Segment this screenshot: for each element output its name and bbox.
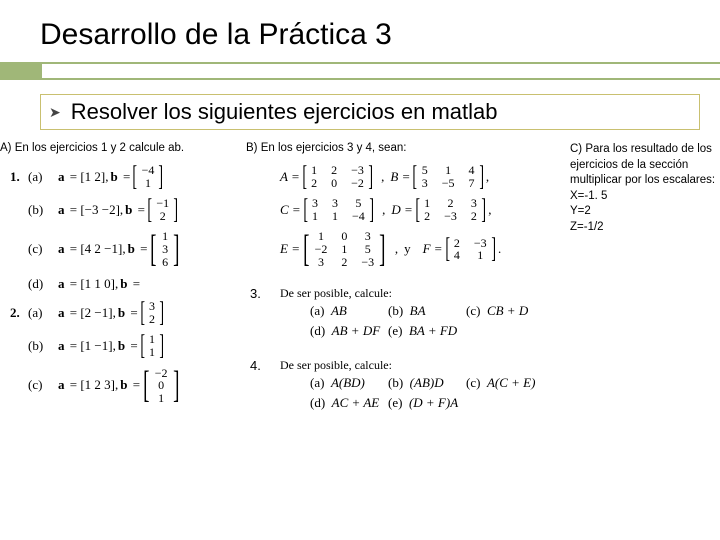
matrix-F-name: F = [423, 241, 443, 257]
ex3-num: 3. [250, 286, 261, 301]
ex4-num: 4. [250, 358, 261, 373]
ex3-items: (a) AB(b) BA(c) CB + D(d) AB + DF(e) BA … [310, 301, 570, 340]
column-a: 1.(a)a = [1 2], b = [−41](b)a = [−3 −2],… [10, 164, 240, 412]
ex4-lead: De ser posible, calcule: [280, 358, 570, 373]
section-a-label: A) En los ejercicios 1 y 2 calcule ab. [0, 142, 184, 154]
accent-line [42, 62, 720, 80]
ex4-items: (a) A(BD)(b) (AB)D(c) A(C + E)(d) AC + A… [310, 373, 570, 412]
bullet-icon: ➤ [49, 104, 61, 121]
matrix-D: [122−332] [413, 197, 488, 222]
matrix-E-name: E = [280, 241, 300, 257]
matrix-C: [31315−4] [301, 197, 376, 222]
matrix-row-AB: A = [1220−3−2] , B = [531−547] , [280, 164, 570, 189]
section-c-z: Z=-1/2 [570, 220, 720, 236]
matrix-row-EF: E = [1−2301235−3] , y F = [24−31] . [280, 230, 570, 268]
ex3-lead: De ser posible, calcule: [280, 286, 570, 301]
matrix-C-name: C = [280, 202, 301, 218]
matrix-D-name: D = [391, 202, 412, 218]
section-c-y: Y=2 [570, 204, 720, 220]
section-c-x: X=-1. 5 [570, 189, 720, 205]
matrix-A: [1220−3−2] [300, 164, 375, 189]
matrix-row-CD: C = [31315−4] , D = [122−332] , [280, 197, 570, 222]
exercise-4: 4. De ser posible, calcule: (a) A(BD)(b)… [280, 358, 570, 412]
section-c-text: C) Para los resultado de los ejercicios … [570, 142, 720, 189]
matrix-B-name: B = [390, 169, 410, 185]
exercise-3: 3. De ser posible, calcule: (a) AB(b) BA… [280, 286, 570, 340]
section-b-label: B) En los ejercicios 3 y 4, sean: [246, 142, 406, 154]
column-b: A = [1220−3−2] , B = [531−547] , C = [31… [280, 164, 570, 412]
conj-y: y [404, 241, 411, 257]
matrix-A-name: A = [280, 169, 300, 185]
accent-block [0, 62, 42, 80]
matrix-E: [1−2301235−3] [300, 230, 389, 268]
subtitle-text: Resolver los siguientes ejercicios en ma… [71, 99, 498, 125]
page-title: Desarrollo de la Práctica 3 [40, 18, 720, 52]
matrix-B: [531−547] [410, 164, 485, 189]
matrix-F: [24−31] [443, 237, 498, 262]
accent-bar [0, 62, 720, 80]
subtitle-box: ➤ Resolver los siguientes ejercicios en … [40, 94, 700, 130]
section-c: C) Para los resultado de los ejercicios … [570, 142, 720, 235]
